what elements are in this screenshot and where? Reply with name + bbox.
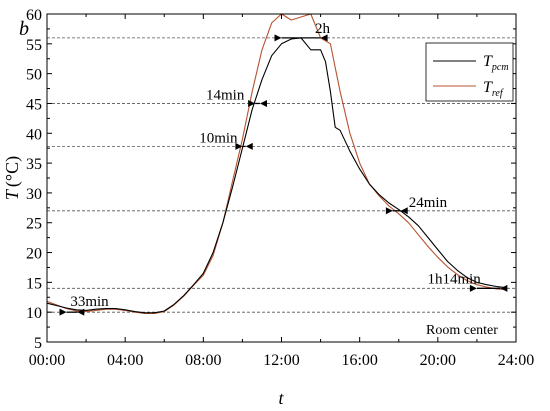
- y-tick-label-45: 45: [26, 96, 42, 113]
- delay-arrow-end-2: [245, 142, 253, 150]
- annotation-label-3: 24min: [409, 195, 448, 211]
- delay-arrow-start-5: [59, 308, 67, 316]
- delay-arrow-end-1: [260, 99, 268, 107]
- y-tick-label-35: 35: [26, 156, 42, 173]
- annotation-label-0: 2h: [315, 21, 331, 37]
- x-tick-label-1: 04:00: [107, 352, 143, 369]
- x-tick-label-2: 08:00: [185, 352, 221, 369]
- x-tick-label-3: 12:00: [263, 352, 299, 369]
- series-lines: [46, 13, 507, 314]
- y-axis-label: T(°C): [2, 156, 23, 200]
- x-tick-label-0: 00:00: [29, 352, 65, 369]
- x-tick-label-6: 24:00: [498, 352, 534, 369]
- axis-ticks: 5 10 15 20 25 30 35 40 45 50 55 60 00:00 04:00 08:00 12…: [26, 7, 534, 369]
- y-tick-label-25: 25: [26, 216, 42, 233]
- y-tick-label-50: 50: [26, 67, 42, 84]
- annotation-label-1: 14min: [206, 87, 245, 103]
- legend-label-tpcm: Tpcm: [483, 53, 509, 73]
- x-axis-label: t: [278, 388, 284, 408]
- y-tick-label-40: 40: [26, 126, 42, 143]
- annotation-label-4: 1h14min: [427, 271, 481, 287]
- legend-label-tref: Tref: [483, 79, 504, 99]
- series-line-tref: [46, 13, 507, 314]
- legend: Tpcm Tref: [425, 42, 514, 102]
- y-tick-label-5: 5: [34, 335, 42, 352]
- delay-arrow-start-4: [469, 284, 477, 292]
- location-note: Room center: [426, 323, 498, 338]
- delay-arrow-end-3: [400, 207, 408, 215]
- delay-arrow-end-0: [320, 34, 328, 42]
- annotation-label-5: 33min: [70, 294, 109, 310]
- delay-arrow-end-5: [77, 308, 85, 316]
- y-tick-label-60: 60: [26, 7, 42, 24]
- panel-label: b: [19, 18, 29, 40]
- delay-markers: [59, 34, 508, 316]
- y-tick-label-55: 55: [26, 37, 42, 54]
- y-tick-label-20: 20: [26, 246, 42, 263]
- x-tick-label-4: 16:00: [341, 352, 377, 369]
- annotations: 2h 14min 10min 24min 1h14min 33min: [70, 21, 481, 310]
- delay-arrow-start-2: [235, 142, 243, 150]
- y-tick-label-10: 10: [26, 305, 42, 322]
- series-line-tpcm: [46, 37, 507, 314]
- delay-arrow-start-3: [385, 207, 393, 215]
- delay-arrow-end-4: [500, 284, 508, 292]
- y-tick-label-15: 15: [26, 275, 42, 292]
- y-tick-label-30: 30: [26, 186, 42, 203]
- annotation-label-2: 10min: [199, 130, 238, 146]
- delay-arrow-start-0: [274, 34, 282, 42]
- reference-lines: [47, 37, 516, 313]
- legend-box: [425, 42, 514, 102]
- x-tick-label-5: 20:00: [420, 352, 456, 369]
- delay-arrow-start-1: [248, 99, 256, 107]
